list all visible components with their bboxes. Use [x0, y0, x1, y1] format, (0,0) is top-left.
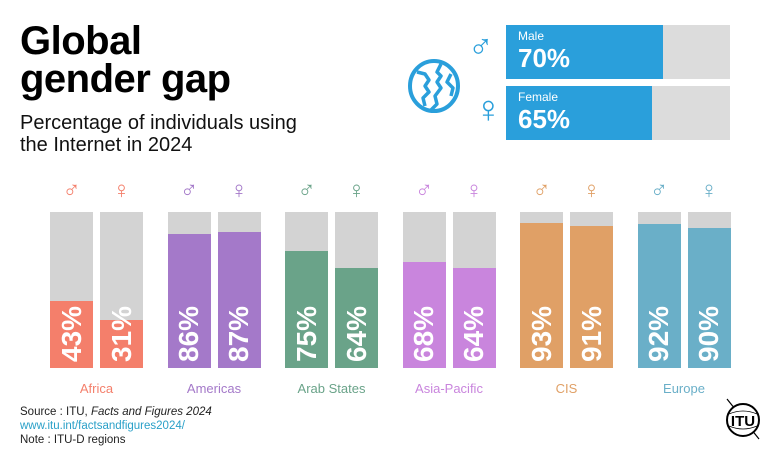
- bar-fill: [167, 233, 211, 368]
- globe-icon: [408, 59, 460, 113]
- female-symbol-icon: ♀: [230, 177, 248, 204]
- bar-cis-male: 93%: [520, 212, 563, 368]
- bar-value-label: 68%: [408, 305, 439, 362]
- bar-value-label: 92%: [643, 305, 674, 362]
- subtitle-line-1: Percentage of individuals using: [20, 112, 297, 134]
- bar-fill: [452, 268, 496, 368]
- female-symbol-icon: ♀: [700, 177, 718, 204]
- bar-value-label: 75%: [290, 305, 322, 362]
- male-symbol-icon: ♂: [297, 177, 316, 204]
- female-symbol-icon: ♀: [347, 177, 366, 204]
- bar-fill: [687, 227, 731, 368]
- title: Global gender gap: [20, 19, 231, 101]
- male-symbol-icon: ♂: [62, 177, 81, 204]
- note: Note : ITU-D regions: [20, 434, 126, 446]
- bar-value-label: 87%: [223, 305, 254, 362]
- subtitle-line-2: the Internet in 2024: [20, 134, 193, 156]
- bar-arab-states-female: 64%: [335, 212, 378, 368]
- bar-arab-states-male: 75%: [285, 212, 328, 368]
- male-symbol-icon: ♂: [180, 177, 198, 204]
- bar-value-label: 90%: [693, 305, 724, 362]
- female-symbol-icon: ♀: [112, 177, 131, 204]
- region-label: Europe: [663, 381, 705, 396]
- bar-europe-female: 90%: [687, 212, 731, 368]
- male-summary-bar: Male 70%: [506, 25, 730, 79]
- female-summary-label: Female: [518, 90, 559, 104]
- bar-value-label: 43%: [55, 305, 87, 362]
- bar-asia-pacific-female: 64%: [452, 212, 496, 368]
- source-line: Source : ITU, Facts and Figures 2024: [20, 405, 212, 419]
- male-symbol-icon: ♂: [468, 28, 494, 66]
- source-title: Facts and Figures 2024: [90, 406, 212, 418]
- bar-africa-female: 31%: [100, 212, 143, 368]
- bar-fill: [570, 226, 613, 368]
- bar-value-label: 64%: [458, 305, 489, 362]
- bar-value-label: 86%: [173, 305, 204, 362]
- male-summary-label: Male: [518, 29, 545, 43]
- bar-value-label: 31%: [105, 305, 137, 362]
- male-symbol-icon: ♂: [650, 177, 668, 204]
- bar-europe-male: 92%: [637, 212, 681, 368]
- bar-fill: [285, 251, 328, 368]
- bar-americas-female: 87%: [217, 212, 261, 368]
- male-symbol-icon: ♂: [415, 177, 433, 204]
- region-label: CIS: [555, 381, 578, 396]
- source-link[interactable]: www.itu.int/factsandfigures2024/: [20, 420, 185, 432]
- region-label: Africa: [79, 381, 114, 396]
- source-notes: Source : ITU, Facts and Figures 2024 www…: [20, 405, 212, 447]
- female-symbol-icon: ♀: [582, 177, 601, 204]
- male-summary-value: 70%: [518, 43, 571, 73]
- female-summary-bar: Female 65%: [506, 86, 730, 140]
- bar-fill: [217, 232, 261, 368]
- female-summary-fill: [506, 86, 652, 140]
- title-line-2: gender gap: [20, 57, 231, 101]
- bar-fill: [100, 319, 143, 368]
- region-label: Asia-Pacific: [415, 381, 483, 396]
- subtitle: Percentage of individuals using the Inte…: [20, 112, 297, 156]
- female-symbol-icon: ♀: [465, 177, 483, 204]
- region-label: Arab States: [297, 381, 366, 396]
- bar-fill: [520, 222, 563, 368]
- bar-americas-male: 86%: [167, 212, 211, 368]
- bar-fill: [335, 268, 378, 368]
- female-summary-value: 65%: [518, 104, 571, 134]
- itu-logo-text: ITU: [731, 413, 755, 430]
- bar-cis-female: 91%: [570, 212, 613, 368]
- female-symbol-icon: ♀: [474, 89, 503, 131]
- itu-logo-icon: ITU: [726, 398, 760, 440]
- bar-value-label: 91%: [575, 305, 607, 362]
- male-symbol-icon: ♂: [532, 177, 551, 204]
- bar-fill: [50, 300, 93, 368]
- bar-fill: [402, 261, 446, 368]
- bar-value-label: 64%: [340, 305, 372, 362]
- bar-asia-pacific-male: 68%: [402, 212, 446, 368]
- title-line-1: Global: [20, 19, 142, 63]
- region-label: Americas: [186, 381, 242, 396]
- bar-fill: [637, 224, 681, 368]
- male-summary-fill: [506, 25, 663, 79]
- source-prefix: Source : ITU,: [20, 406, 91, 418]
- bar-africa-male: 43%: [50, 212, 93, 368]
- bar-value-label: 93%: [525, 305, 557, 362]
